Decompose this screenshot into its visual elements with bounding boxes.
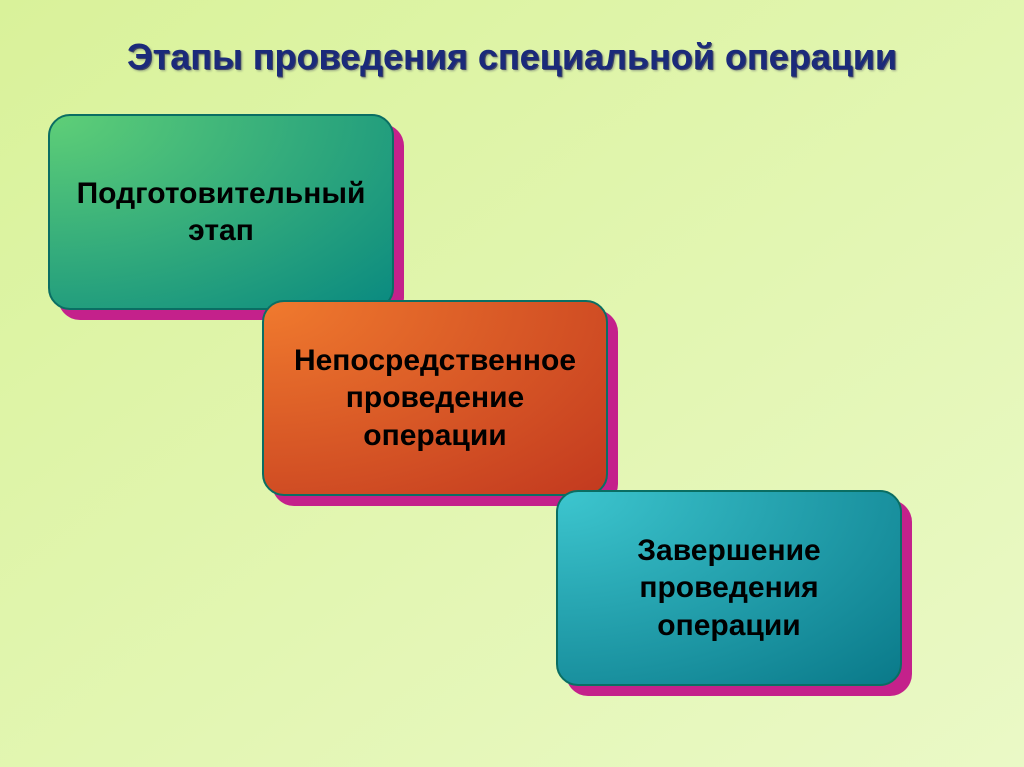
stage-completion: Завершение проведения операции (556, 490, 902, 686)
stage-execution-face: Непосредственное проведение операции (262, 300, 608, 496)
stage-execution-label: Непосредственное проведение операции (286, 342, 584, 455)
slide-title: Этапы проведения специальной операции (0, 36, 1024, 78)
stage-completion-face: Завершение проведения операции (556, 490, 902, 686)
stage-preparatory: Подготовительный этап (48, 114, 394, 310)
stage-preparatory-face: Подготовительный этап (48, 114, 394, 310)
stage-completion-label: Завершение проведения операции (580, 532, 878, 645)
stage-execution: Непосредственное проведение операции (262, 300, 608, 496)
stage-preparatory-label: Подготовительный этап (72, 175, 370, 250)
